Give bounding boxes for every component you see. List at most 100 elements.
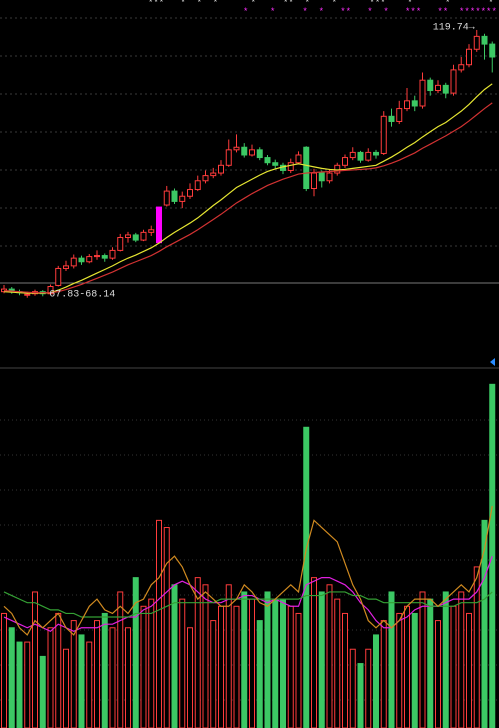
volume-bar <box>39 655 46 728</box>
volume-bar <box>202 584 209 728</box>
candle-body <box>94 255 100 258</box>
volume-bar <box>318 591 325 728</box>
volume-bar <box>442 591 449 728</box>
candle-body <box>272 162 279 166</box>
volume-bar <box>295 612 302 728</box>
volume-bar <box>458 591 465 728</box>
volume-bar <box>481 519 488 728</box>
candle-body <box>466 48 472 66</box>
candle-body <box>373 151 379 156</box>
candle-body <box>70 257 77 267</box>
candle-body <box>63 265 69 269</box>
volume-bar <box>264 591 271 728</box>
candle-body <box>55 267 62 286</box>
candle-body <box>117 237 124 251</box>
volume-average <box>3 505 493 636</box>
candle-body <box>225 149 232 166</box>
moving-average <box>3 102 493 294</box>
candle-body <box>78 257 85 263</box>
candle-body <box>249 149 255 156</box>
volume-bar <box>148 598 155 728</box>
volume-bar <box>125 627 131 728</box>
volume-bar <box>427 598 434 728</box>
moving-average <box>3 83 493 294</box>
volume-bar <box>303 426 310 728</box>
volume-bar <box>117 591 124 728</box>
volume-bar <box>1 612 7 728</box>
candle-body <box>47 286 54 295</box>
candle-body <box>171 190 178 202</box>
candle-body <box>311 172 317 190</box>
volume-bar <box>435 620 441 728</box>
volume-average <box>3 555 493 633</box>
volume-bar <box>241 591 248 728</box>
high-label: 119.74→ <box>433 23 475 34</box>
price-grid <box>0 17 499 369</box>
volume-bar <box>210 620 217 728</box>
volume-bar <box>94 620 100 728</box>
volume-bar <box>280 598 286 728</box>
volume-bar <box>101 612 108 728</box>
candle-body <box>148 229 155 233</box>
volume-bar <box>249 598 255 728</box>
candle-body <box>303 146 310 190</box>
volume-bar <box>419 591 426 728</box>
candle-body <box>24 293 31 296</box>
volume-bar <box>140 605 147 728</box>
volume-bar <box>63 648 69 728</box>
candle-body <box>473 35 480 50</box>
candle-body <box>101 255 108 259</box>
volume-bar <box>342 612 348 728</box>
volume-bar <box>16 641 23 728</box>
candle-body <box>349 151 356 159</box>
candle-body <box>442 84 449 94</box>
volume-bar <box>8 627 15 728</box>
volume-bar <box>380 620 387 728</box>
volume-bar <box>78 634 85 728</box>
candle-body <box>163 190 170 206</box>
volume-bar <box>32 591 38 728</box>
candle-body <box>435 84 441 92</box>
candle-body <box>233 146 240 151</box>
volume-bar <box>86 641 93 728</box>
volume-bar <box>357 663 364 728</box>
candle-body <box>342 157 348 166</box>
volume-bar <box>109 627 116 728</box>
candle-body <box>419 79 426 107</box>
volume-bar <box>218 605 224 728</box>
volume-bar <box>163 527 170 728</box>
signal-stars: *** * * * * ** * * *** * * * <box>148 0 494 8</box>
volume-bar <box>311 577 317 728</box>
volume-bar <box>47 627 54 728</box>
candle-body <box>132 234 139 241</box>
candle-body <box>86 256 93 263</box>
low-label: 67.83-68.14 <box>49 289 115 300</box>
candle-body <box>489 43 496 58</box>
volume-bar <box>179 598 186 728</box>
candle-body <box>380 115 387 154</box>
candle-body <box>450 69 457 94</box>
candle-body <box>295 154 302 164</box>
volume-bar <box>233 605 240 728</box>
candle-body <box>404 100 410 110</box>
candle-body <box>125 234 131 239</box>
volume-bar <box>24 641 31 728</box>
volume-bar <box>326 584 333 728</box>
volume-bar <box>132 577 139 728</box>
scroll-marker <box>490 358 495 366</box>
candle-body <box>481 35 488 45</box>
candle-body <box>109 249 116 259</box>
candle-body <box>427 79 434 92</box>
volume-bar <box>55 612 62 728</box>
volume-bar <box>287 605 294 728</box>
volume-bar <box>365 648 372 728</box>
candle-body <box>264 157 271 164</box>
candle-body <box>396 108 403 122</box>
volume-bar <box>373 634 379 728</box>
candle-body <box>357 151 364 161</box>
candle-body <box>210 172 217 177</box>
candle-body <box>318 172 325 182</box>
candle-body <box>388 115 395 122</box>
volume-bar <box>334 598 341 728</box>
volume-bar <box>156 519 162 728</box>
